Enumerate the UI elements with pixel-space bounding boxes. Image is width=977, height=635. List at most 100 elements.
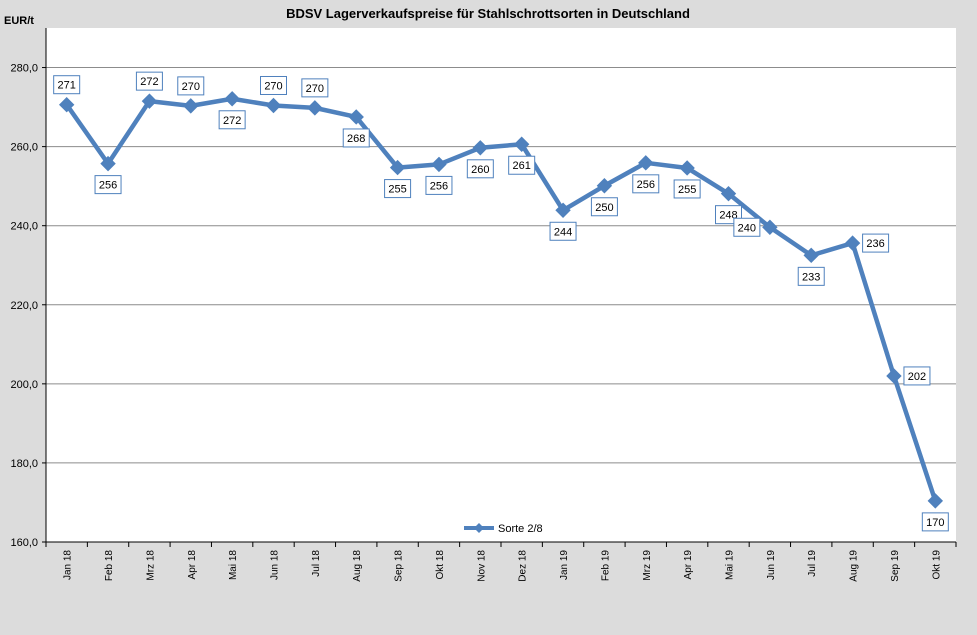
data-label: 248 <box>719 210 737 222</box>
x-tick-label: Nov 18 <box>476 550 487 582</box>
data-label-box <box>384 179 412 199</box>
data-label-box <box>862 233 890 253</box>
series-line <box>58 91 944 509</box>
x-tick-label: Mrz 19 <box>642 550 653 581</box>
x-tick-label: Jul 19 <box>807 550 818 577</box>
data-point-marker <box>555 202 571 218</box>
data-label: 256 <box>430 180 448 192</box>
data-label-box <box>797 266 825 286</box>
data-label-box <box>94 175 122 195</box>
x-tick-label: Okt 19 <box>931 550 942 580</box>
data-label-box <box>903 366 931 386</box>
data-label-box <box>673 179 701 199</box>
x-tick-label: Jun 18 <box>270 550 281 580</box>
data-label: 256 <box>99 180 117 192</box>
x-tick-label: Dez 18 <box>518 550 529 582</box>
data-label-box <box>260 75 287 95</box>
x-tick-label: Sep 18 <box>394 550 405 582</box>
data-label-box <box>53 75 81 95</box>
x-tick-label: Apr 18 <box>187 550 198 580</box>
x-tick-label: Feb 18 <box>104 550 115 582</box>
data-label: 244 <box>554 226 572 238</box>
y-tick-label: 240,0 <box>10 221 38 233</box>
data-point-marker <box>265 97 282 114</box>
x-tick-label: Okt 18 <box>435 550 446 580</box>
data-label: 268 <box>347 133 365 145</box>
data-point-marker <box>389 159 406 176</box>
data-label-box <box>508 155 536 175</box>
chart-title: BDSV Lagerverkaufspreise für Stahlschrot… <box>286 6 690 21</box>
data-label-box <box>135 71 163 91</box>
x-tick-label: Aug 19 <box>849 550 860 582</box>
data-label: 236 <box>866 238 884 250</box>
data-point-marker <box>513 136 530 152</box>
data-point-marker <box>307 100 323 116</box>
legend-label: Sorte 2/8 <box>498 523 543 535</box>
x-tick-label: Mai 19 <box>725 550 736 580</box>
y-tick-label: 260,0 <box>10 142 38 154</box>
data-label: 260 <box>471 164 489 176</box>
data-point-marker <box>844 235 861 251</box>
x-tick-label: Jan 18 <box>63 550 74 580</box>
data-label: 202 <box>908 371 926 383</box>
data-label: 271 <box>58 80 76 92</box>
data-point-marker <box>886 368 902 384</box>
data-point-marker <box>803 247 819 264</box>
data-point-marker <box>596 178 613 194</box>
y-tick-label: 220,0 <box>10 300 38 312</box>
data-label: 272 <box>223 115 241 127</box>
data-point-marker <box>431 156 447 173</box>
data-label: 270 <box>264 80 282 92</box>
x-tick-label: Feb 19 <box>600 550 611 582</box>
data-label-box <box>466 159 494 179</box>
data-point-marker <box>224 91 240 107</box>
data-label-box <box>342 128 370 148</box>
data-label-box <box>549 221 577 241</box>
data-point-marker <box>720 185 737 202</box>
y-tick-label: 180,0 <box>10 458 38 470</box>
data-label: 256 <box>637 179 655 191</box>
data-label-box <box>733 217 761 237</box>
data-point-marker <box>927 493 944 509</box>
data-label-box <box>301 78 329 98</box>
y-tick-label: 160,0 <box>10 537 38 549</box>
data-label-box <box>425 175 453 195</box>
data-label-box <box>177 76 205 96</box>
x-tick-label: Mrz 18 <box>145 550 156 581</box>
data-point-marker <box>638 155 654 171</box>
x-tick-label: Mai 18 <box>228 550 239 580</box>
x-tick-label: Sep 19 <box>890 550 901 582</box>
data-point-marker <box>100 155 116 172</box>
data-label: 270 <box>306 83 324 95</box>
legend: Sorte 2/8 <box>464 523 543 535</box>
data-label: 233 <box>802 271 820 283</box>
x-tick-label: Apr 19 <box>683 550 694 580</box>
data-label: 170 <box>926 517 944 529</box>
data-label-box <box>218 110 246 130</box>
y-tick-label: 200,0 <box>10 379 38 391</box>
data-point-marker <box>58 96 75 113</box>
data-label: 255 <box>388 184 406 196</box>
data-label: 270 <box>182 81 200 93</box>
data-label: 240 <box>738 222 756 234</box>
data-point-marker <box>183 98 199 114</box>
data-label: 261 <box>513 160 531 172</box>
x-tick-label: Jun 19 <box>766 550 777 580</box>
data-point-marker <box>348 109 364 125</box>
data-label-box <box>590 197 618 217</box>
data-point-marker <box>762 219 778 235</box>
data-point-marker <box>141 93 158 109</box>
series-line-sorte-2-8 <box>64 96 938 502</box>
x-tick-label: Aug 18 <box>352 550 363 582</box>
data-label: 272 <box>140 76 158 88</box>
data-point-marker <box>472 140 489 156</box>
x-axis-ticks: Jan 18 Feb 18 Mrz 18 Apr 18 Mai 18 Jun 18 Jul … <box>45 542 957 582</box>
data-label: 250 <box>595 202 613 214</box>
x-tick-label: Jul 18 <box>311 550 322 577</box>
data-label-box <box>921 512 949 532</box>
data-point-marker <box>679 160 695 176</box>
y-tick-label: 280,0 <box>10 63 38 75</box>
data-label: 255 <box>678 184 696 196</box>
